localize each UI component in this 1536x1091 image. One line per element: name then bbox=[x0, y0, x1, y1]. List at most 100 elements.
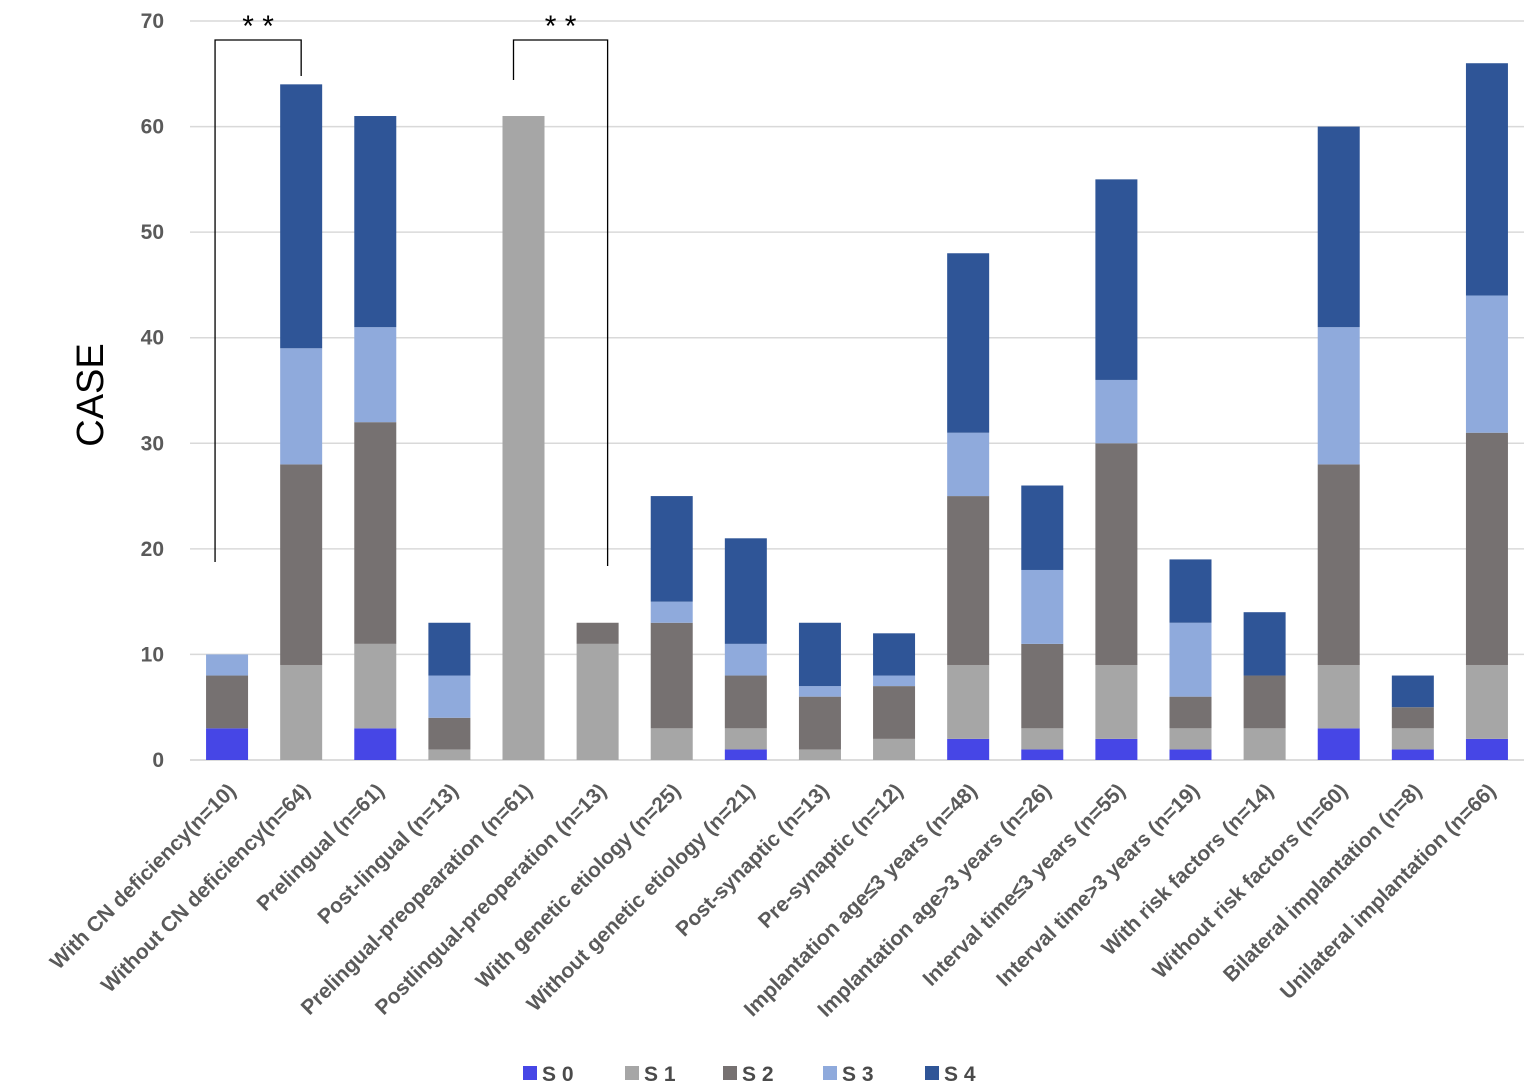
significance-annotations: * * * * bbox=[214, 10, 609, 566]
legend-swatch bbox=[823, 1066, 837, 1080]
legend-swatch bbox=[723, 1066, 737, 1080]
bar-segment-s3 bbox=[1095, 379, 1138, 444]
y-tick-label: 20 bbox=[141, 538, 164, 561]
bar-segment-s4 bbox=[798, 622, 841, 687]
gridlines bbox=[190, 20, 1524, 761]
bar-segment-s1 bbox=[873, 738, 916, 760]
legend-label: S 3 bbox=[842, 1063, 874, 1086]
bar-segment-s3 bbox=[724, 643, 767, 676]
bar-segment-s2 bbox=[1095, 443, 1138, 665]
bar-segment-s4 bbox=[873, 633, 916, 676]
bar-segment-s3 bbox=[1021, 569, 1064, 644]
bar-segment-s1 bbox=[650, 728, 693, 760]
legend-label: S 2 bbox=[742, 1063, 774, 1086]
bar-segment-s2 bbox=[650, 622, 693, 729]
bar-segment-s2 bbox=[280, 464, 323, 665]
legend-label: S 1 bbox=[644, 1063, 676, 1086]
bar-segment-s0 bbox=[947, 738, 990, 760]
bar-segment-s2 bbox=[1021, 643, 1064, 729]
bar-segment-s2 bbox=[873, 686, 916, 739]
bar-segment-s3 bbox=[428, 675, 471, 718]
bar-segment-s4 bbox=[1243, 612, 1286, 676]
bar-segment-s4 bbox=[724, 538, 767, 644]
bar-segment-s3 bbox=[947, 432, 990, 497]
bar-segment-s1 bbox=[428, 749, 471, 760]
significance-label: * * bbox=[242, 10, 274, 43]
bar-segment-s2 bbox=[947, 496, 990, 665]
bar-segment-s2 bbox=[576, 622, 619, 644]
y-tick-label: 70 bbox=[141, 10, 164, 33]
bar-segment-s2 bbox=[428, 717, 471, 750]
bar-segment-s1 bbox=[280, 664, 323, 760]
bar-segment-s2 bbox=[354, 422, 397, 644]
bars bbox=[206, 63, 1508, 760]
significance-bracket bbox=[512, 39, 609, 566]
bar-segment-s3 bbox=[650, 601, 693, 623]
bar-segment-s4 bbox=[650, 496, 693, 602]
bar-segment-s1 bbox=[1391, 728, 1434, 750]
bar-segment-s3 bbox=[280, 348, 323, 465]
bar-segment-s0 bbox=[206, 728, 249, 760]
bar-segment-s3 bbox=[1465, 295, 1508, 433]
bar-segment-s0 bbox=[1317, 728, 1360, 760]
x-tick-label: Prelingual (n=61) bbox=[252, 779, 388, 915]
bar-segment-s1 bbox=[947, 664, 990, 739]
bar-segment-s1 bbox=[798, 749, 841, 760]
bar-segment-s2 bbox=[1465, 432, 1508, 665]
significance-bracket bbox=[214, 39, 302, 562]
significance-label: * * bbox=[545, 10, 577, 43]
bar-segment-s2 bbox=[1243, 675, 1286, 729]
y-axis-label: CASE bbox=[70, 343, 112, 446]
bar-segment-s3 bbox=[798, 686, 841, 697]
bar-segment-s1 bbox=[1465, 664, 1508, 739]
bar-segment-s2 bbox=[1391, 707, 1434, 729]
y-tick-label: 10 bbox=[141, 643, 164, 666]
bar-segment-s4 bbox=[1021, 485, 1064, 570]
legend-swatch bbox=[925, 1066, 939, 1080]
bar-segment-s0 bbox=[724, 749, 767, 760]
bar-segment-s1 bbox=[1095, 664, 1138, 739]
bar-segment-s4 bbox=[1169, 559, 1212, 623]
bar-segment-s0 bbox=[1465, 738, 1508, 760]
y-tick-label: 0 bbox=[152, 749, 164, 772]
bar-segment-s0 bbox=[1021, 749, 1064, 760]
bar-segment-s3 bbox=[1169, 622, 1212, 697]
bar-segment-s1 bbox=[1243, 728, 1286, 760]
x-tick-label: Post-lingual (n=13) bbox=[313, 779, 463, 929]
bar-segment-s1 bbox=[1317, 664, 1360, 729]
bar-segment-s3 bbox=[873, 675, 916, 687]
y-tick-label: 60 bbox=[141, 116, 164, 139]
legend-label: S 4 bbox=[944, 1063, 976, 1086]
bar-segment-s4 bbox=[354, 116, 397, 328]
bar-segment-s0 bbox=[1391, 749, 1434, 760]
bar-segment-s1 bbox=[576, 643, 619, 760]
bar-segment-s4 bbox=[1317, 126, 1360, 328]
bar-segment-s1 bbox=[1169, 728, 1212, 750]
bar-segment-s4 bbox=[280, 84, 323, 349]
legend-swatch bbox=[523, 1066, 537, 1080]
bar-segment-s4 bbox=[428, 622, 471, 676]
y-tick-label: 50 bbox=[141, 221, 164, 244]
y-tick-label: 30 bbox=[141, 432, 164, 455]
bar-segment-s1 bbox=[1021, 728, 1064, 750]
bar-segment-s4 bbox=[1465, 63, 1508, 296]
bar-segment-s1 bbox=[502, 116, 545, 760]
legend: S 0 S 1 S 2 S 3 S 4 bbox=[523, 1063, 976, 1086]
bar-segment-s4 bbox=[947, 253, 990, 433]
legend-swatch bbox=[625, 1066, 639, 1080]
y-axis-ticks: 0 10 20 30 40 50 60 70 bbox=[141, 10, 164, 772]
bar-segment-s2 bbox=[1169, 696, 1212, 729]
bar-segment-s2 bbox=[1317, 464, 1360, 665]
bar-segment-s3 bbox=[206, 654, 249, 676]
bar-segment-s2 bbox=[724, 675, 767, 729]
bar-segment-s2 bbox=[206, 675, 249, 729]
y-tick-label: 40 bbox=[141, 327, 164, 350]
bar-segment-s0 bbox=[354, 728, 397, 760]
bar-segment-s0 bbox=[1169, 749, 1212, 760]
bar-segment-s4 bbox=[1391, 675, 1434, 708]
bar-segment-s2 bbox=[798, 696, 841, 750]
bar-segment-s1 bbox=[354, 643, 397, 729]
bar-segment-s1 bbox=[724, 728, 767, 750]
bar-segment-s0 bbox=[1095, 738, 1138, 760]
